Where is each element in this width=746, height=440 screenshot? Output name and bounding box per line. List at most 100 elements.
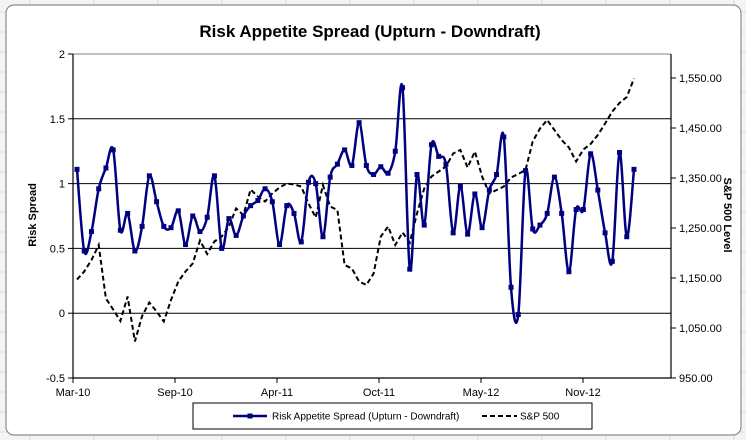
data-point-spread (559, 210, 565, 216)
data-point-spread (233, 232, 239, 238)
data-point-spread (269, 199, 275, 205)
y-tick-label: 0.5 (50, 243, 65, 255)
data-point-spread (436, 153, 442, 159)
data-point-spread (96, 186, 102, 192)
chart-title: Risk Appetite Spread (Upturn - Downdraft… (199, 22, 540, 41)
data-point-spread (414, 172, 420, 178)
y-ticks-left: -0.5 0 0.5 1 1.5 2 (46, 49, 73, 385)
y-axis-title: Risk Spread (27, 183, 39, 247)
data-point-spread (631, 166, 637, 172)
data-point-spread (457, 183, 463, 189)
data-point-spread (609, 258, 615, 264)
data-point-spread (522, 168, 528, 174)
data-point-spread (501, 134, 507, 140)
data-point-spread (544, 210, 550, 216)
legend-marker-spread (247, 413, 253, 419)
data-point-spread (211, 173, 217, 179)
y2-tick-label: 1,150.00 (679, 273, 722, 285)
data-point-spread (305, 179, 311, 185)
data-point-spread (465, 231, 471, 237)
data-point-spread (103, 165, 109, 171)
data-point-spread (190, 213, 196, 219)
data-point-spread (248, 203, 254, 209)
x-tick-label: May-12 (463, 387, 500, 399)
data-point-spread (515, 311, 521, 317)
data-point-spread (595, 187, 601, 193)
data-point-spread (356, 120, 362, 126)
data-point-spread (385, 170, 391, 176)
y2-axis-title: S&P 500 Level (721, 177, 733, 252)
data-point-spread (392, 148, 398, 154)
data-point-spread (262, 186, 268, 192)
chart-frame[interactable] (5, 4, 742, 436)
data-point-spread (74, 166, 80, 172)
y2-tick-label: 1,550.00 (679, 73, 722, 85)
data-point-spread (486, 187, 492, 193)
data-point-spread (327, 174, 333, 180)
data-point-spread (291, 210, 297, 216)
data-point-spread (371, 172, 377, 178)
y2-tick-label: 1,250.00 (679, 223, 722, 235)
data-point-spread (494, 172, 500, 178)
y-ticks-right: 950.00 1,050.00 1,150.00 1,250.00 1,350.00 1,… (671, 73, 722, 385)
data-point-spread (313, 181, 319, 187)
y-tick-label: 2 (59, 49, 65, 61)
y2-tick-label: 1,350.00 (679, 173, 722, 185)
data-point-spread (88, 229, 94, 235)
data-point-spread (588, 151, 594, 157)
data-point-spread (132, 248, 138, 254)
data-point-spread (443, 161, 449, 167)
data-point-spread (125, 210, 131, 216)
data-point-spread (175, 208, 181, 214)
data-point-spread (479, 225, 485, 231)
data-point-spread (573, 207, 579, 213)
data-point-spread (580, 207, 586, 213)
x-tick-label: Mar-10 (56, 387, 91, 399)
data-point-spread (117, 227, 123, 233)
data-point-spread (183, 242, 189, 248)
y2-tick-label: 950.00 (679, 373, 713, 385)
data-point-spread (284, 203, 290, 209)
data-point-spread (450, 230, 456, 236)
data-point-spread (320, 234, 326, 240)
data-point-spread (421, 222, 427, 228)
y-tick-label: -0.5 (46, 373, 65, 385)
data-point-spread (400, 85, 406, 91)
y-tick-label: 1.5 (50, 114, 65, 126)
data-point-spread (551, 174, 557, 180)
data-point-spread (342, 147, 348, 153)
series-layer (74, 78, 637, 342)
data-point-spread (219, 245, 225, 251)
data-point-spread (363, 162, 369, 168)
data-point-spread (277, 242, 283, 248)
data-point-spread (617, 149, 623, 155)
y-tick-label: 1 (59, 179, 65, 191)
data-point-spread (428, 142, 434, 148)
data-point-spread (226, 216, 232, 222)
data-point-spread (146, 173, 152, 179)
legend-label-spread: Risk Appetite Spread (Upturn - Downdraft… (272, 412, 459, 423)
data-point-spread (298, 239, 304, 245)
x-tick-label: Sep-10 (157, 387, 192, 399)
data-point-spread (537, 222, 543, 228)
data-point-spread (508, 284, 514, 290)
data-point-spread (378, 164, 384, 170)
x-tick-label: Apr-11 (261, 387, 293, 399)
data-point-spread (407, 266, 413, 272)
data-point-spread (255, 197, 261, 203)
data-point-spread (154, 199, 160, 205)
data-point-spread (472, 191, 478, 197)
data-point-spread (110, 147, 116, 153)
data-point-spread (161, 223, 167, 229)
y2-tick-label: 1,050.00 (679, 323, 722, 335)
y2-tick-label: 1,450.00 (679, 123, 722, 135)
x-ticks: Mar-10 Sep-10 Apr-11 Oct-11 May-12 Nov-12 (56, 378, 601, 399)
data-point-spread (349, 162, 355, 168)
x-tick-label: Oct-11 (363, 387, 395, 399)
data-point-spread (168, 225, 174, 231)
legend[interactable]: Risk Appetite Spread (Upturn - Downdraft… (192, 402, 593, 430)
data-point-spread (566, 269, 572, 275)
legend-label-sp500: S&P 500 (520, 412, 560, 423)
data-point-spread (197, 229, 203, 235)
